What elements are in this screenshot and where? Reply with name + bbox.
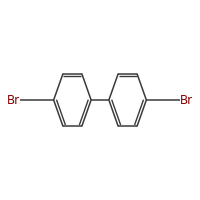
Text: Br: Br xyxy=(7,94,20,106)
Text: Br: Br xyxy=(180,94,193,106)
